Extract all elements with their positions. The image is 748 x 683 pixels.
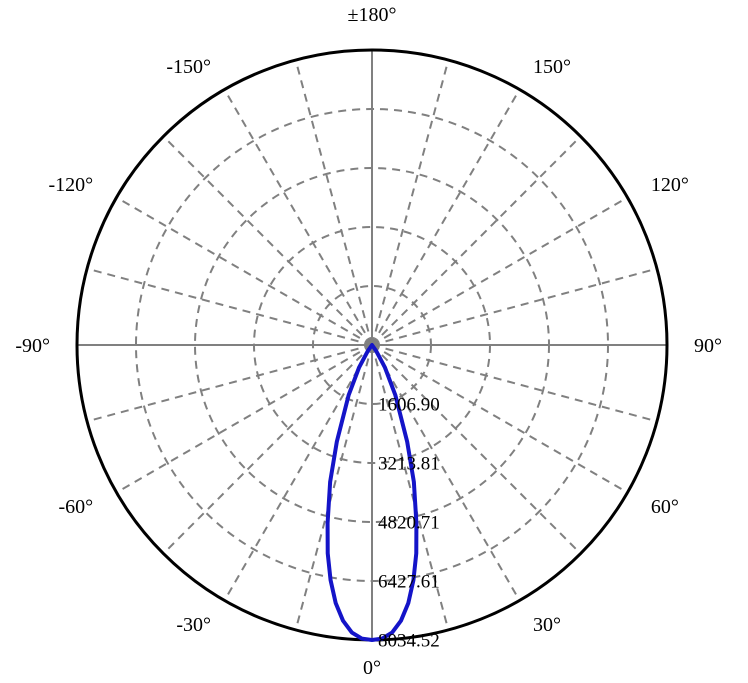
angle-label: -150° xyxy=(166,56,211,78)
angle-label: ±180° xyxy=(348,4,397,26)
angle-label: 90° xyxy=(694,335,722,357)
angle-label: -30° xyxy=(176,614,211,636)
ring-label: 8034.52 xyxy=(378,631,440,652)
angle-label: -90° xyxy=(15,335,50,357)
angle-label: 30° xyxy=(533,614,561,636)
ring-label: 4820.71 xyxy=(378,513,440,534)
angle-label: -120° xyxy=(48,174,93,196)
polar-chart: 0° 30° 60° 90° 120° 150° ±180° -150° -120° -90° -6… xyxy=(0,0,748,683)
angle-label: 150° xyxy=(533,56,571,78)
ring-label: 6427.61 xyxy=(378,572,440,593)
angle-label: 120° xyxy=(651,174,689,196)
angle-label: -60° xyxy=(58,496,93,518)
angle-label: 60° xyxy=(651,496,679,518)
ring-label: 3213.81 xyxy=(378,454,440,475)
ring-label: 1606.90 xyxy=(378,395,440,416)
angle-label: 0° xyxy=(363,657,381,679)
polar-svg: 0° 30° 60° 90° 120° 150° ±180° -150° -120° -90° -6… xyxy=(0,0,748,683)
